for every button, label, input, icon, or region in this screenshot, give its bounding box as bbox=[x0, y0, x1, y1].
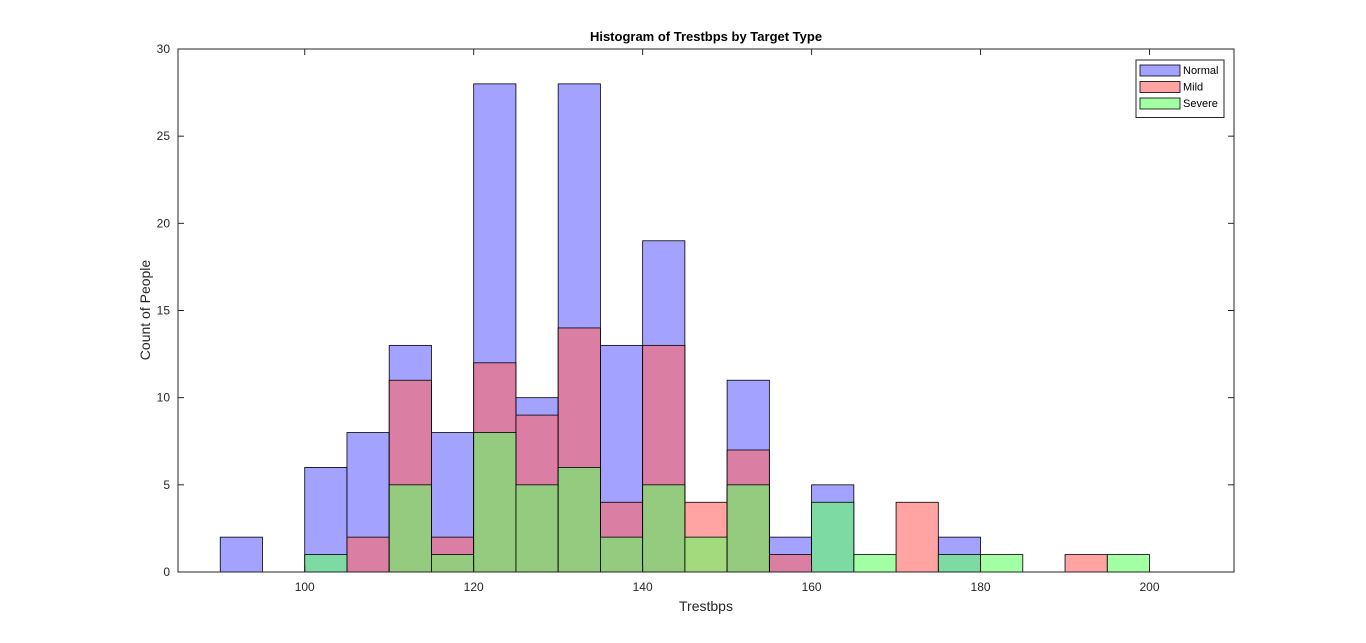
x-tick-label: 120 bbox=[464, 580, 484, 594]
bar-severe bbox=[980, 554, 1024, 573]
y-tick-label: 15 bbox=[157, 304, 171, 318]
bar-severe bbox=[600, 536, 644, 573]
bar-severe bbox=[937, 554, 981, 573]
bar-severe bbox=[431, 554, 475, 573]
x-tick-label: 200 bbox=[1140, 580, 1160, 594]
x-tick-label: 100 bbox=[295, 580, 315, 594]
bars-layer bbox=[219, 83, 1150, 573]
bar-mild bbox=[1064, 554, 1108, 573]
bar-mild bbox=[895, 501, 939, 573]
y-axis-label: Count of People bbox=[137, 260, 153, 361]
bar-severe bbox=[473, 432, 517, 573]
bar-mild bbox=[346, 536, 390, 573]
x-tick-label: 140 bbox=[633, 580, 653, 594]
y-tick-label: 0 bbox=[163, 565, 170, 579]
y-tick-label: 30 bbox=[157, 42, 171, 56]
bar-normal bbox=[219, 536, 263, 573]
bar-severe bbox=[515, 484, 559, 573]
x-tick-label: 180 bbox=[971, 580, 991, 594]
legend-label-normal: Normal bbox=[1183, 65, 1218, 77]
x-tick-label: 160 bbox=[802, 580, 822, 594]
bar-severe bbox=[684, 536, 728, 573]
x-axis-label: Trestbps bbox=[679, 598, 733, 614]
bar-severe bbox=[304, 554, 348, 573]
y-tick-label: 20 bbox=[157, 216, 171, 230]
bar-severe bbox=[642, 484, 686, 573]
legend-label-severe: Severe bbox=[1183, 98, 1218, 110]
legend-label-mild: Mild bbox=[1183, 82, 1203, 94]
bar-severe bbox=[853, 554, 897, 573]
y-tick-label: 5 bbox=[163, 478, 170, 492]
y-tick-label: 25 bbox=[157, 129, 171, 143]
axes-layer: 100 120 140 160 180 200 0 5 10 15 20 25 30 bbox=[157, 42, 1235, 594]
chart-title: Histogram of Trestbps by Target Type bbox=[590, 29, 822, 44]
legend: Normal Mild Severe bbox=[1135, 59, 1225, 118]
bar-severe bbox=[388, 484, 432, 573]
bar-severe bbox=[557, 466, 601, 573]
legend-swatch-normal bbox=[1139, 64, 1181, 77]
bar-severe bbox=[726, 484, 770, 573]
bar-mild bbox=[768, 554, 812, 573]
legend-swatch-severe bbox=[1139, 97, 1181, 110]
bar-severe bbox=[811, 501, 855, 573]
y-tick-label: 10 bbox=[157, 391, 171, 405]
legend-swatch-mild bbox=[1139, 81, 1181, 93]
bar-severe bbox=[1106, 554, 1150, 573]
